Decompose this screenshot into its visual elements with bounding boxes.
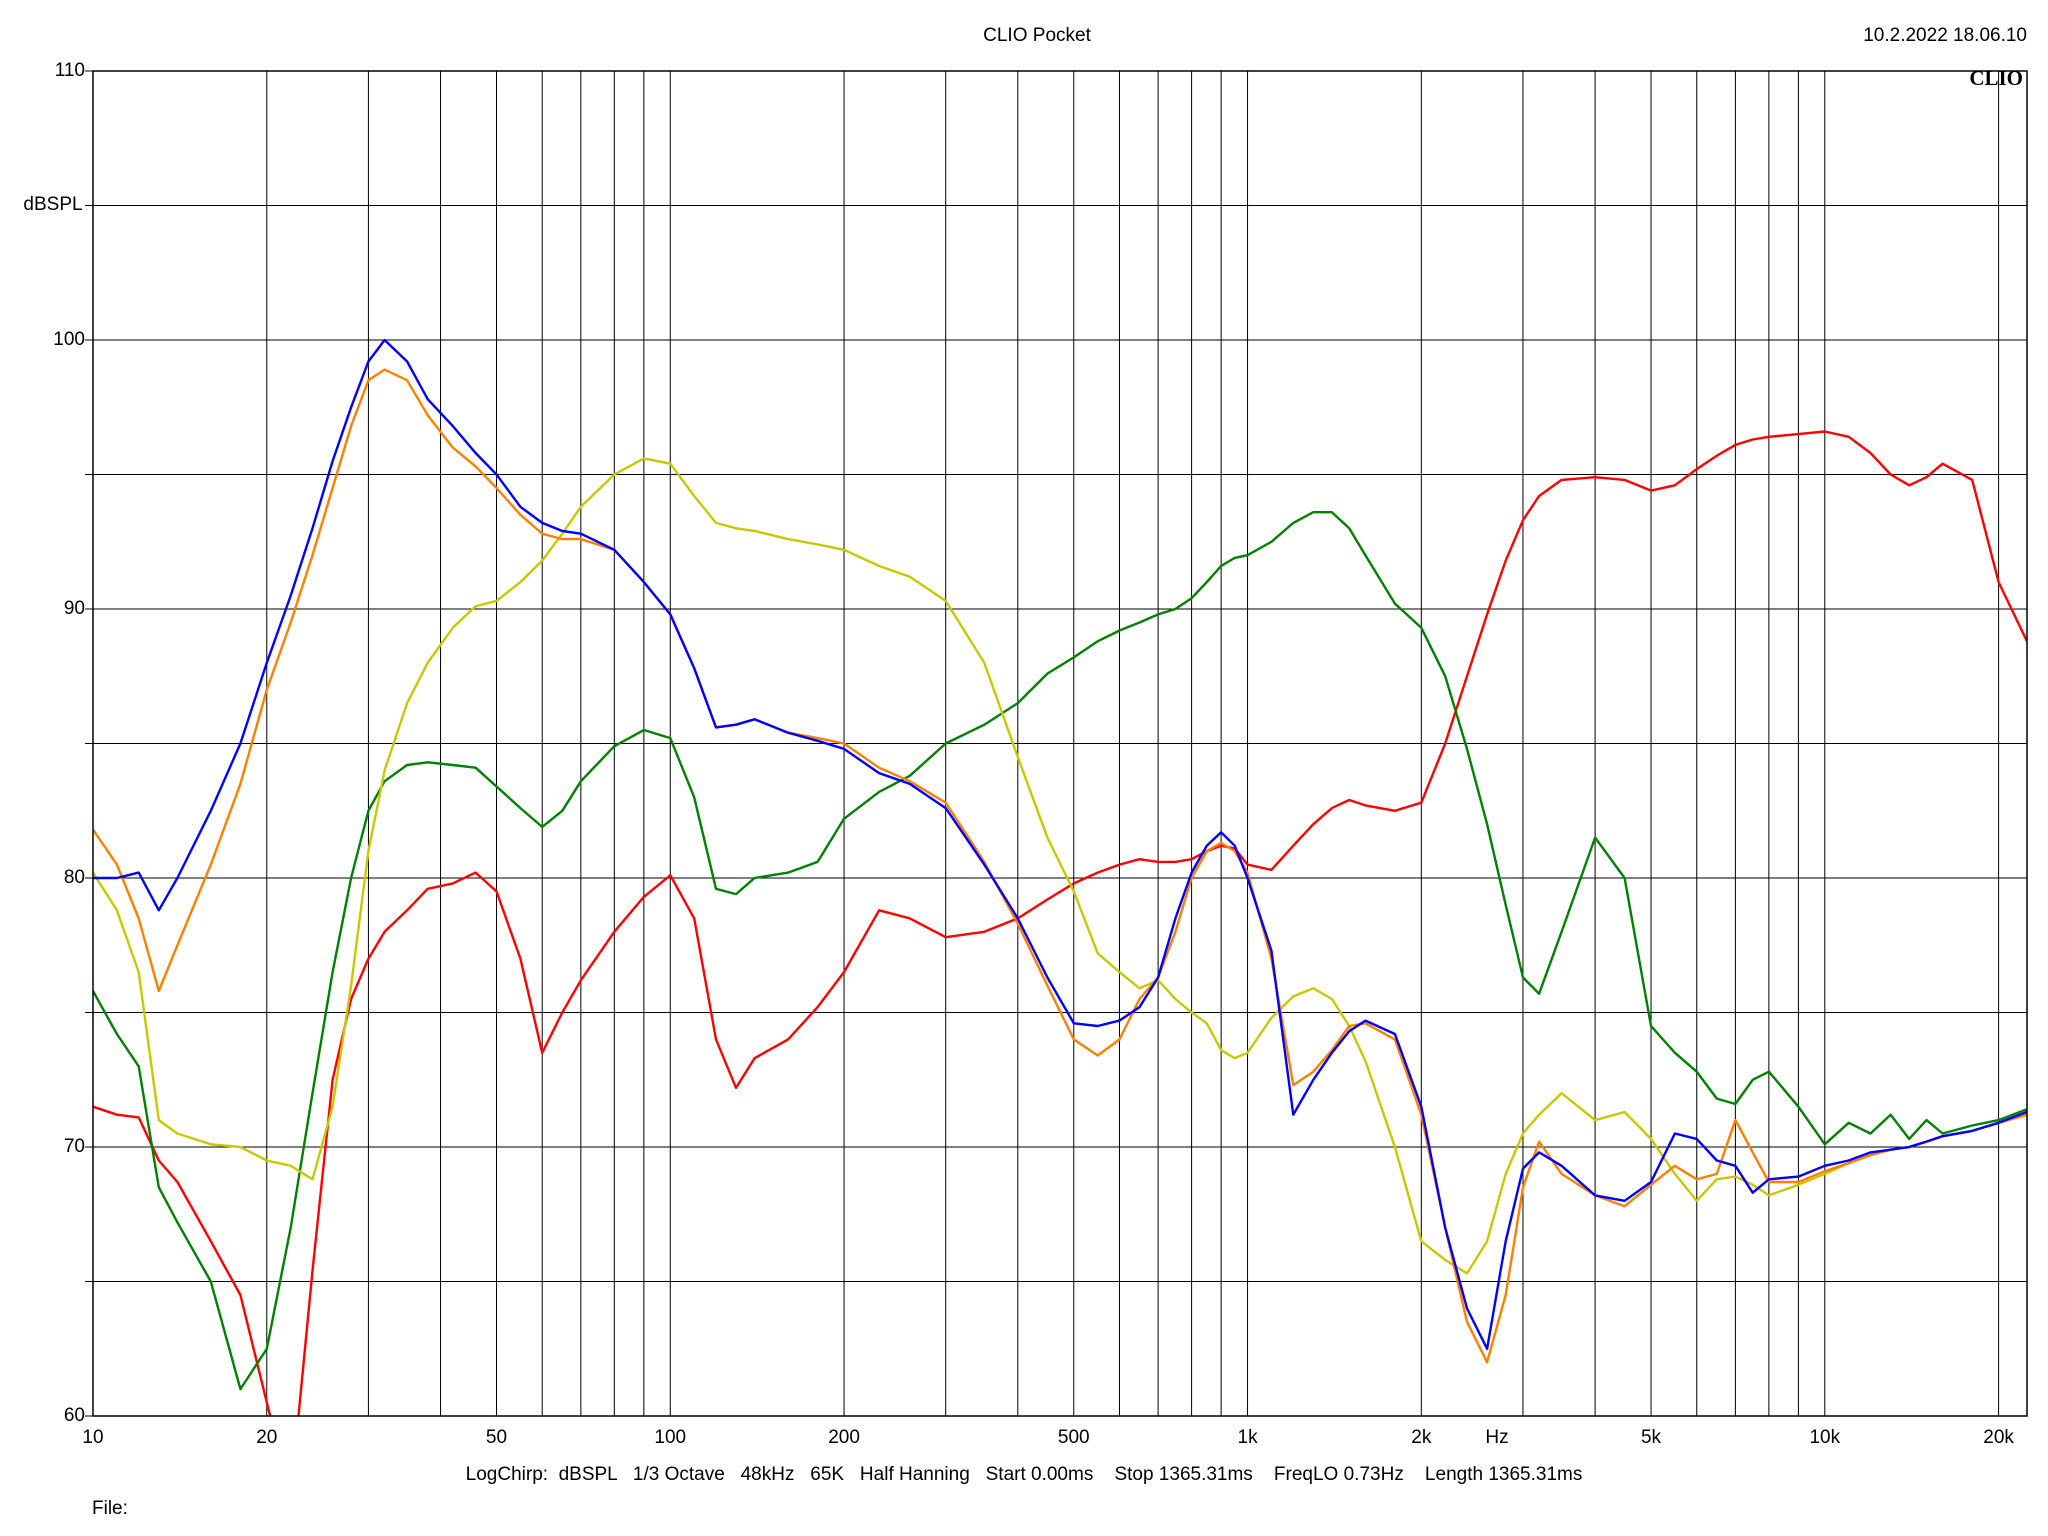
x-axis-label: Hz [1485,1427,1508,1448]
series-line [93,368,2027,1364]
file-label: File: [92,1498,128,1519]
y-tick-label: 90 [64,598,85,619]
x-tick-label: 100 [654,1427,686,1448]
y-tick-label: 100 [53,329,85,350]
x-tick-label: 10k [1809,1427,1840,1448]
series-line [93,430,2027,1416]
series-line [93,457,2027,1275]
footer: LogChirp: dBSPL 1/3 Octave 48kHz 65K Hal… [466,1464,1583,1485]
series-line [93,338,2027,1350]
x-tick-label: 20 [256,1427,277,1448]
timestamp: 10.2.2022 18.06.10 [1863,25,2027,46]
x-tick-label: 20k [1983,1427,2014,1448]
y-axis-label: dBSPL [23,194,82,215]
x-tick-label: 200 [828,1427,860,1448]
x-tick-label: 5k [1641,1427,1662,1448]
x-tick-label: 10 [82,1427,103,1448]
x-tick-label: 500 [1058,1427,1090,1448]
y-tick-label: 70 [64,1136,85,1157]
y-tick-label: 80 [64,867,85,888]
series-line [93,511,2027,1391]
plot-frame [92,70,2028,1417]
x-tick-label: 2k [1411,1427,1432,1448]
x-tick-label: 50 [486,1427,507,1448]
y-tick-label: 110 [55,60,85,81]
y-tick-label: 60 [64,1405,85,1426]
x-tick-label: 1k [1238,1427,1259,1448]
plot-lines [93,338,2027,1416]
logo: CLIO [1969,66,2023,90]
chart-title: CLIO Pocket [983,25,1091,46]
